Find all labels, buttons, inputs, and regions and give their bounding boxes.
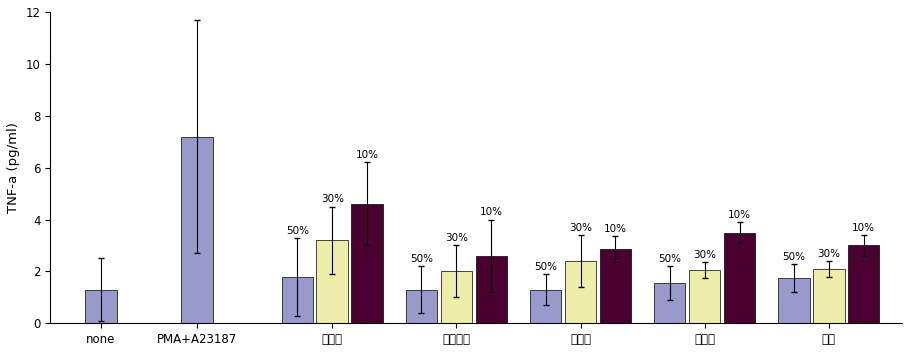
Bar — [316, 240, 348, 323]
Text: 50%: 50% — [410, 254, 433, 264]
Bar — [600, 249, 631, 323]
Bar — [530, 289, 562, 323]
Text: 10%: 10% — [728, 210, 751, 220]
Text: 10%: 10% — [604, 224, 627, 234]
Text: 30%: 30% — [445, 233, 468, 244]
Text: 10%: 10% — [480, 208, 503, 217]
Bar — [689, 270, 721, 323]
Bar — [475, 256, 507, 323]
Text: 10%: 10% — [853, 223, 875, 233]
Bar — [564, 261, 596, 323]
Text: 30%: 30% — [693, 250, 716, 260]
Y-axis label: TNF-a (pg/ml): TNF-a (pg/ml) — [7, 122, 20, 213]
Text: 30%: 30% — [569, 223, 592, 233]
Text: 50%: 50% — [658, 254, 681, 264]
Bar — [282, 277, 313, 323]
Bar — [441, 271, 472, 323]
Bar — [181, 137, 213, 323]
Bar — [85, 289, 116, 323]
Text: 50%: 50% — [783, 252, 805, 262]
Text: 50%: 50% — [285, 226, 309, 235]
Bar — [778, 278, 810, 323]
Bar — [724, 233, 755, 323]
Bar — [405, 289, 437, 323]
Bar — [813, 269, 844, 323]
Text: 30%: 30% — [321, 195, 344, 204]
Bar — [848, 245, 880, 323]
Text: 10%: 10% — [355, 150, 379, 160]
Bar — [654, 283, 685, 323]
Text: 30%: 30% — [817, 249, 840, 259]
Text: 50%: 50% — [534, 262, 557, 272]
Bar — [352, 204, 383, 323]
